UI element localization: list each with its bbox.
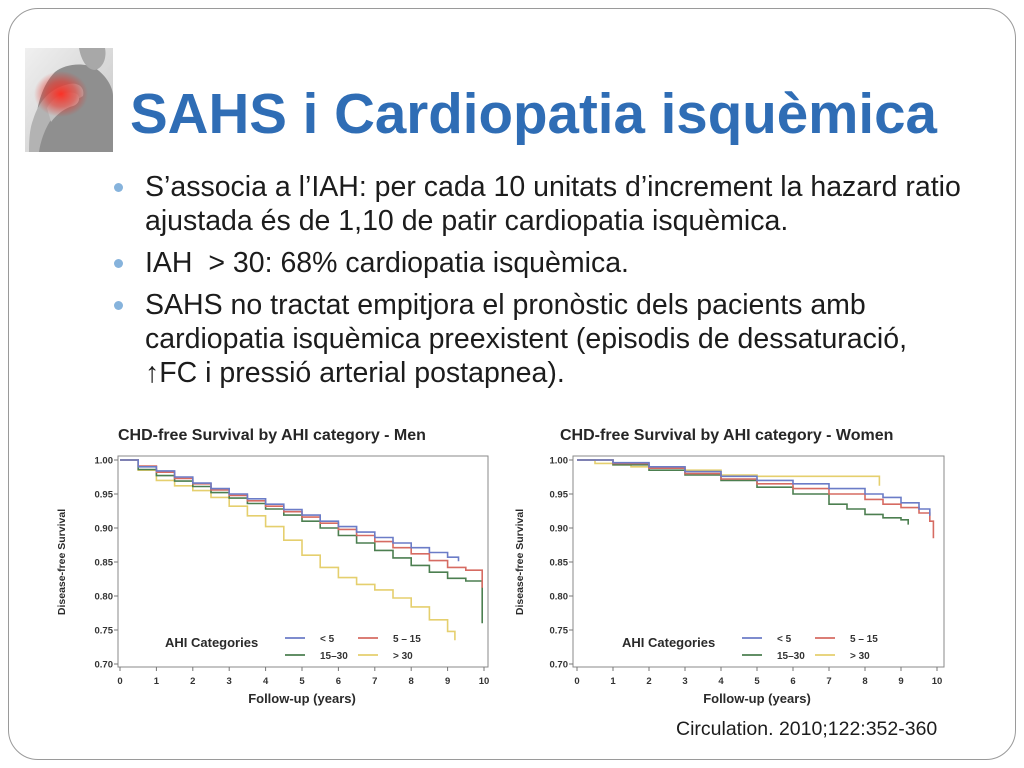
- slide-frame: [8, 8, 1016, 760]
- x-tick-label: 9: [445, 676, 450, 687]
- km-curve-ahi-5-15: [120, 459, 483, 588]
- y-tick-label: 0.90: [95, 524, 114, 535]
- x-tick-label: 10: [479, 676, 490, 687]
- km-chart-men: CHD-free Survival by AHI category - Men 1…: [56, 427, 490, 706]
- x-tick-label: 5: [754, 676, 760, 687]
- legend-label: > 30: [393, 651, 413, 662]
- km-curve-ahi-lt-5: [120, 459, 460, 562]
- bullet-line: ↑FC i pressió arterial postapnea).: [145, 357, 565, 389]
- km-curve-ahi-lt-5: [577, 459, 931, 516]
- bullet-line: cardiopatia isquèmica preexistent (episo…: [145, 323, 907, 355]
- legend-label: 15–30: [777, 651, 805, 662]
- y-axis-label: Disease-free Survival: [56, 509, 68, 615]
- bullet-item: IAH > 30: 68% cardiopatia isquèmica.: [114, 246, 961, 280]
- bullet-list: S’associa a l’IAH: per cada 10 unitats d…: [114, 170, 961, 398]
- x-tick-label: 0: [574, 676, 579, 687]
- y-tick-label: 0.75: [550, 626, 569, 637]
- legend-title: AHI Categories: [165, 635, 258, 650]
- x-tick-label: 3: [682, 676, 687, 687]
- x-tick-label: 1: [610, 676, 616, 687]
- km-curve-ahi-gt-30: [120, 459, 456, 641]
- x-axis-label: Follow-up (years): [703, 691, 811, 706]
- x-tick-label: 6: [790, 676, 795, 687]
- y-tick-label: 0.85: [550, 558, 569, 569]
- x-tick-label: 9: [898, 676, 903, 687]
- x-tick-label: 10: [932, 676, 943, 687]
- km-curve-ahi-5-15: [577, 459, 935, 539]
- y-tick-label: 0.70: [550, 660, 569, 671]
- legend-label: 5 – 15: [393, 634, 421, 645]
- x-tick-label: 1: [154, 676, 160, 687]
- bullet-dot-icon: [114, 301, 123, 310]
- bullet-line: ajustada és de 1,10 de patir cardiopatia…: [145, 205, 789, 237]
- x-tick-label: 0: [117, 676, 122, 687]
- chart-title: CHD-free Survival by AHI category - Wome…: [560, 427, 893, 444]
- legend-label: 15–30: [320, 651, 348, 662]
- y-tick-label: 1.00: [95, 456, 114, 467]
- x-tick-label: 8: [409, 676, 414, 687]
- x-tick-label: 3: [227, 676, 232, 687]
- legend-label: < 5: [777, 634, 792, 645]
- y-tick-label: 0.70: [95, 660, 114, 671]
- x-tick-label: 2: [646, 676, 651, 687]
- chest-pain-photo: [25, 48, 113, 152]
- y-tick-label: 0.95: [550, 490, 569, 501]
- y-tick-label: 0.80: [550, 592, 569, 603]
- km-chart-women: CHD-free Survival by AHI category - Wome…: [514, 427, 945, 706]
- bullet-item: S’associa a l’IAH: per cada 10 unitats d…: [114, 170, 961, 238]
- bullet-line: SAHS no tractat empitjora el pronòstic d…: [145, 289, 866, 321]
- x-tick-label: 7: [826, 676, 831, 687]
- x-tick-label: 2: [190, 676, 195, 687]
- x-tick-label: 7: [372, 676, 377, 687]
- y-tick-label: 0.90: [550, 524, 569, 535]
- y-tick-label: 0.95: [95, 490, 114, 501]
- y-tick-label: 0.75: [95, 626, 114, 637]
- bullet-line: S’associa a l’IAH: per cada 10 unitats d…: [145, 171, 961, 203]
- legend-label: 5 – 15: [850, 634, 878, 645]
- y-tick-label: 1.00: [550, 456, 569, 467]
- slide-title: SAHS i Cardiopatia isquèmica: [130, 82, 937, 145]
- km-curve-ahi-15-30: [120, 459, 483, 624]
- bullet-dot-icon: [114, 259, 123, 268]
- x-tick-label: 5: [299, 676, 305, 687]
- x-tick-label: 4: [263, 676, 269, 687]
- citation: Circulation. 2010;122:352-360: [676, 718, 938, 740]
- x-tick-label: 4: [718, 676, 724, 687]
- x-tick-label: 6: [336, 676, 341, 687]
- y-tick-label: 0.85: [95, 558, 114, 569]
- bullet-item: SAHS no tractat empitjora el pronòstic d…: [114, 288, 961, 390]
- y-tick-label: 0.80: [95, 592, 114, 603]
- km-curve-ahi-15-30: [577, 459, 909, 525]
- bullet-dot-icon: [114, 183, 123, 192]
- x-axis-label: Follow-up (years): [248, 691, 356, 706]
- legend-label: > 30: [850, 651, 870, 662]
- x-tick-label: 8: [862, 676, 867, 687]
- bullet-line: IAH > 30: 68% cardiopatia isquèmica.: [145, 247, 629, 279]
- legend-title: AHI Categories: [622, 635, 715, 650]
- chart-title: CHD-free Survival by AHI category - Men: [118, 427, 426, 444]
- y-axis-label: Disease-free Survival: [514, 509, 526, 615]
- legend-label: < 5: [320, 634, 335, 645]
